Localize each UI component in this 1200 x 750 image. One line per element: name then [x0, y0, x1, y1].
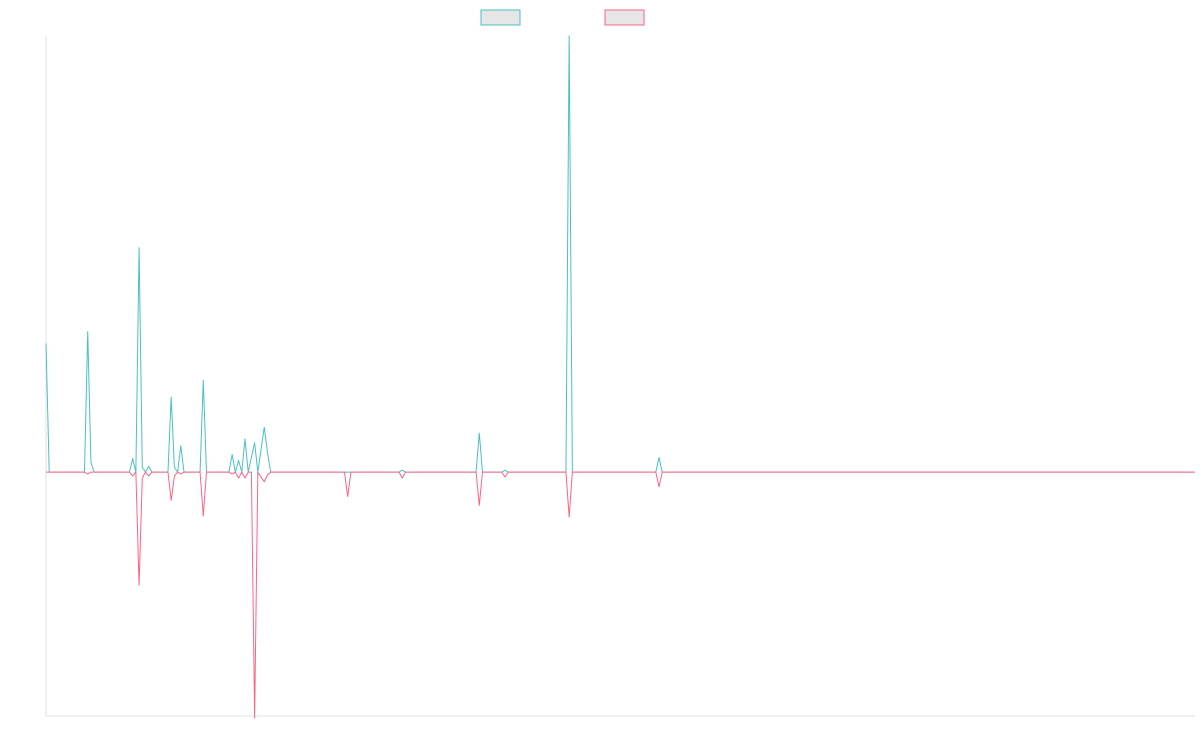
series-line-2	[46, 471, 1195, 719]
legend-swatch-2[interactable]	[604, 9, 645, 26]
legend	[480, 9, 645, 26]
legend-swatch-1[interactable]	[480, 9, 521, 26]
axes	[45, 36, 1195, 717]
series-line-1	[45, 35, 1195, 473]
series-layer	[45, 35, 1195, 719]
